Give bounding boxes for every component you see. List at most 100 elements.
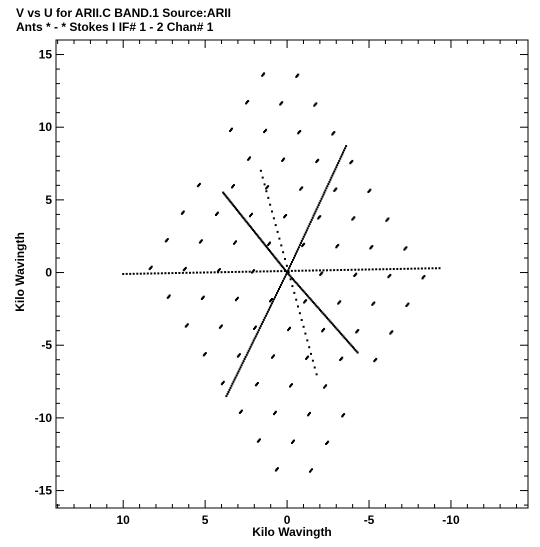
uv-point	[258, 438, 261, 441]
uv-point	[229, 130, 232, 132]
uv-point	[340, 155, 343, 158]
uv-point	[353, 347, 355, 350]
uv-point	[326, 441, 329, 444]
uv-point	[160, 272, 163, 275]
uv-point	[307, 355, 310, 358]
uv-point	[236, 208, 238, 211]
uv-point	[241, 362, 244, 365]
uv-point	[325, 187, 328, 190]
uv-point	[259, 270, 262, 273]
uv-point	[340, 357, 343, 360]
uv-point	[304, 269, 307, 272]
chart-title: V vs U for ARII.C BAND.1 Source:ARII	[16, 6, 231, 20]
uv-point	[270, 251, 273, 254]
uv-point	[271, 210, 273, 213]
uv-point	[264, 314, 267, 317]
uv-point	[244, 219, 247, 222]
uv-point	[333, 131, 336, 134]
uv-point	[150, 272, 153, 275]
uv-point	[297, 305, 299, 308]
uv-point	[315, 208, 318, 211]
uv-point	[201, 296, 204, 299]
uv-point	[297, 269, 300, 272]
uv-point	[171, 272, 174, 275]
uv-point	[339, 157, 342, 160]
uv-point	[301, 186, 304, 189]
y-tick-label: -5	[41, 338, 52, 352]
uv-point	[247, 349, 250, 352]
uv-point	[244, 356, 247, 358]
uv-point	[344, 147, 347, 150]
uv-point	[315, 304, 318, 307]
uv-point	[421, 277, 424, 280]
uv-point	[321, 311, 324, 314]
uv-point	[321, 330, 324, 333]
uv-point	[219, 325, 222, 328]
uv-point	[387, 276, 390, 279]
uv-point	[331, 323, 334, 326]
uv-point	[292, 278, 294, 281]
uv-point	[266, 270, 269, 273]
uv-point	[399, 267, 402, 270]
uv-point	[280, 283, 282, 286]
uv-point	[136, 272, 139, 275]
uv-point	[337, 162, 340, 164]
uv-point	[356, 351, 359, 354]
uv-point	[293, 256, 295, 259]
uv-point	[236, 355, 239, 358]
uv-point	[227, 198, 230, 201]
uv-point	[231, 271, 234, 273]
uv-point	[242, 360, 245, 363]
uv-point	[335, 327, 338, 330]
uv-point	[336, 269, 339, 272]
uv-point	[327, 183, 330, 185]
uv-point	[202, 354, 205, 357]
uv-point	[276, 467, 279, 470]
uv-point	[283, 216, 286, 219]
uv-point	[237, 210, 240, 213]
uv-point	[299, 242, 302, 244]
uv-point	[354, 268, 357, 271]
uv-point	[263, 183, 266, 186]
uv-point	[238, 353, 241, 356]
uv-point	[413, 267, 416, 270]
uv-point	[237, 354, 240, 357]
uv-point	[353, 216, 356, 219]
uv-point	[261, 321, 264, 323]
uv-point	[307, 225, 310, 228]
uv-point	[157, 272, 160, 275]
uv-point	[346, 339, 348, 342]
uv-point	[319, 215, 322, 218]
uv-point	[275, 468, 278, 471]
uv-point	[390, 331, 393, 334]
uv-point	[341, 153, 344, 156]
uv-point	[249, 156, 251, 159]
uv-point	[357, 268, 360, 271]
uv-point	[301, 269, 304, 272]
uv-point	[181, 271, 184, 274]
uv-point	[435, 267, 437, 270]
y-axis-label: Kilo Wavingth	[13, 232, 27, 312]
uv-point	[280, 244, 283, 247]
uv-point	[250, 227, 253, 230]
uv-point	[422, 276, 425, 279]
uv-point	[284, 215, 287, 218]
uv-point	[278, 288, 280, 290]
uv-point	[349, 162, 352, 165]
uv-point	[197, 184, 200, 187]
uv-point	[272, 217, 275, 220]
uv-point	[259, 325, 262, 328]
uv-point	[228, 199, 231, 202]
uv-point	[291, 285, 294, 288]
uv-point	[272, 254, 275, 257]
uv-point	[289, 275, 292, 278]
uv-point	[240, 364, 243, 367]
uv-point	[198, 182, 201, 185]
uv-point	[252, 228, 254, 231]
uv-point	[261, 74, 264, 77]
uv-point	[371, 268, 374, 271]
uv-point	[266, 186, 269, 189]
uv-point	[347, 340, 350, 343]
uv-point	[313, 302, 316, 305]
uv-point	[254, 335, 257, 338]
